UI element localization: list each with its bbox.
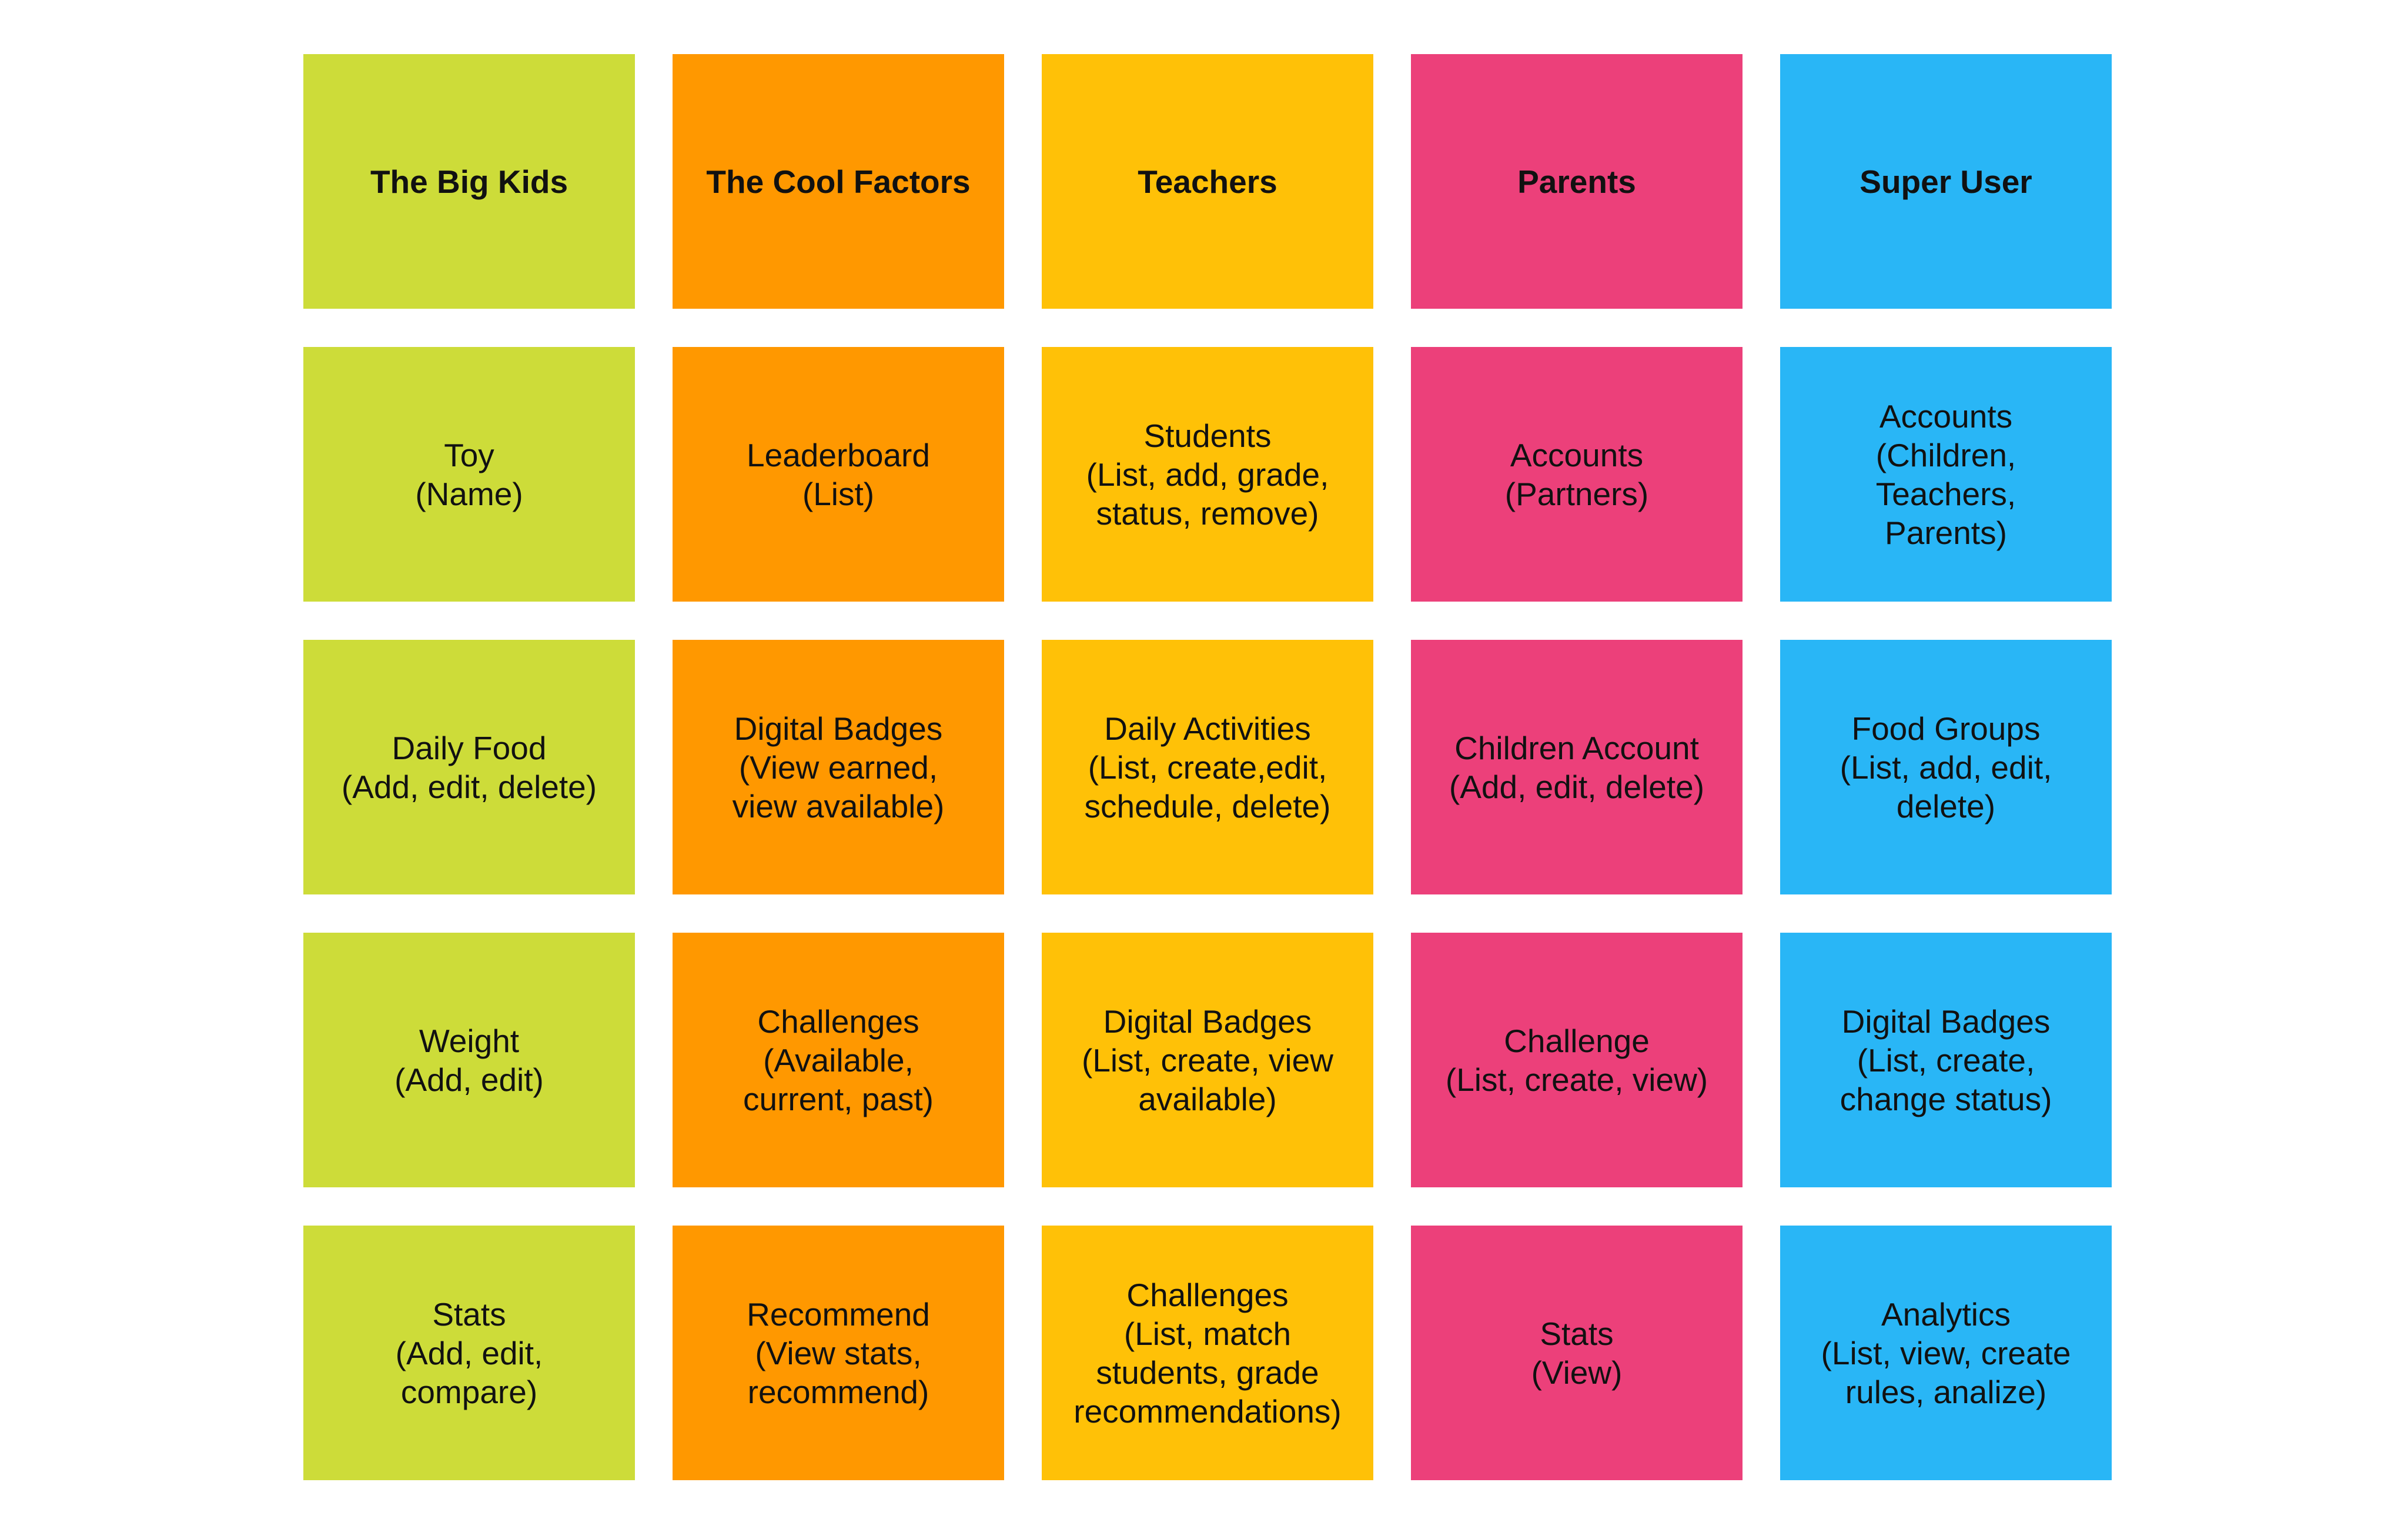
column-header-parents: Parents: [1411, 54, 1743, 309]
sticky-note-text: Daily Activities (List, create,edit, sch…: [1084, 710, 1331, 824]
column-header-text: Parents: [1517, 163, 1636, 200]
sticky-note-text: Food Groups (List, add, edit, delete): [1840, 710, 2052, 824]
sticky-note-parents-4: Stats (View): [1411, 1226, 1743, 1480]
sticky-note-text: Stats (View): [1531, 1315, 1623, 1391]
sticky-note-text: Challenge (List, create, view): [1445, 1022, 1708, 1098]
column-header-text: The Cool Factors: [706, 163, 971, 200]
sticky-note-the-cool-factors-1: Leaderboard (List): [673, 347, 1004, 602]
sticky-note-text: Daily Food (Add, edit, delete): [341, 729, 597, 805]
sticky-note-the-cool-factors-2: Digital Badges (View earned, view availa…: [673, 640, 1004, 894]
sticky-note-text: Stats (Add, edit, compare): [395, 1296, 543, 1410]
column-header-text: Teachers: [1138, 163, 1277, 200]
sticky-note-parents-2: Children Account (Add, edit, delete): [1411, 640, 1743, 894]
sticky-note-the-big-kids-1: Toy (Name): [303, 347, 635, 602]
sticky-note-the-cool-factors-3: Challenges (Available, current, past): [673, 933, 1004, 1187]
sticky-note-text: Weight (Add, edit): [394, 1022, 544, 1098]
sticky-note-text: Challenges (Available, current, past): [743, 1003, 934, 1117]
column-header-teachers: Teachers: [1042, 54, 1373, 309]
sticky-note-text: Digital Badges (List, create, change sta…: [1840, 1003, 2052, 1117]
sticky-note-teachers-3: Digital Badges (List, create, view avail…: [1042, 933, 1373, 1187]
sticky-note-text: Analytics (List, view, create rules, ana…: [1821, 1296, 2071, 1410]
sticky-note-super-user-4: Analytics (List, view, create rules, ana…: [1780, 1226, 2112, 1480]
sticky-note-text: Digital Badges (View earned, view availa…: [732, 710, 945, 824]
sticky-note-text: Students (List, add, grade, status, remo…: [1086, 417, 1329, 532]
sticky-note-parents-3: Challenge (List, create, view): [1411, 933, 1743, 1187]
sticky-note-text: Accounts (Partners): [1504, 436, 1649, 512]
sticky-note-the-big-kids-3: Weight (Add, edit): [303, 933, 635, 1187]
sticky-note-teachers-2: Daily Activities (List, create,edit, sch…: [1042, 640, 1373, 894]
column-header-text: The Big Kids: [370, 163, 568, 200]
sticky-note-the-big-kids-4: Stats (Add, edit, compare): [303, 1226, 635, 1480]
column-header-the-cool-factors: The Cool Factors: [673, 54, 1004, 309]
sticky-note-teachers-1: Students (List, add, grade, status, remo…: [1042, 347, 1373, 602]
sticky-note-super-user-2: Food Groups (List, add, edit, delete): [1780, 640, 2112, 894]
column-header-text: Super User: [1859, 163, 2032, 200]
sticky-note-text: Accounts (Children, Teachers, Parents): [1875, 398, 2016, 551]
sticky-note-text: Digital Badges (List, create, view avail…: [1082, 1003, 1333, 1117]
column-header-the-big-kids: The Big Kids: [303, 54, 635, 309]
sticky-note-parents-1: Accounts (Partners): [1411, 347, 1743, 602]
sticky-note-text: Recommend (View stats, recommend): [747, 1296, 930, 1410]
sticky-note-text: Children Account (Add, edit, delete): [1449, 729, 1705, 805]
sticky-note-text: Leaderboard (List): [747, 436, 930, 512]
column-header-super-user: Super User: [1780, 54, 2112, 309]
sticky-note-super-user-1: Accounts (Children, Teachers, Parents): [1780, 347, 2112, 602]
sticky-note-the-big-kids-2: Daily Food (Add, edit, delete): [303, 640, 635, 894]
sticky-note-text: Toy (Name): [415, 436, 523, 512]
sticky-note-text: Challenges (List, match students, grade …: [1073, 1276, 1342, 1430]
sticky-note-super-user-3: Digital Badges (List, create, change sta…: [1780, 933, 2112, 1187]
sticky-note-teachers-4: Challenges (List, match students, grade …: [1042, 1226, 1373, 1480]
sticky-note-the-cool-factors-4: Recommend (View stats, recommend): [673, 1226, 1004, 1480]
